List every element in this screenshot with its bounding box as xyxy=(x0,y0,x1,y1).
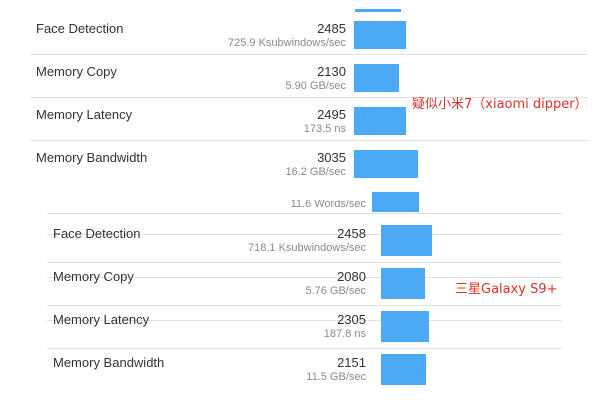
benchmark-score: 2151 xyxy=(337,355,366,370)
benchmark-rate: 16.2 GB/sec xyxy=(285,166,346,178)
device-label-top: 疑似小米7（xiaomi dipper） xyxy=(412,97,588,112)
bar-cell xyxy=(354,98,474,140)
benchmark-name: Memory Latency xyxy=(53,312,150,327)
row-divider xyxy=(47,305,562,306)
score-bar xyxy=(354,21,406,49)
benchmark-row: Memory Copy 2130 5.90 GB/sec xyxy=(30,55,588,98)
bar-cell xyxy=(354,55,474,97)
previous-row-bar-stub xyxy=(355,0,401,12)
bar-cell xyxy=(381,321,501,385)
cut-off-row: 11.6 Words/sec xyxy=(47,192,562,214)
benchmark-panel-top: Face Detection 2485 725.9 Ksubwindows/se… xyxy=(30,0,588,190)
benchmark-row: Memory Latency 2305 187.8 ns xyxy=(47,278,562,342)
benchmark-rate: 11.6 Words/sec xyxy=(290,200,366,210)
benchmark-row: Memory Bandwidth 3035 16.2 GB/sec xyxy=(30,141,588,183)
score-bar xyxy=(381,311,429,342)
row-divider xyxy=(47,348,562,349)
benchmark-row: Memory Latency 2495 173.5 ns xyxy=(30,98,588,141)
bar-cell xyxy=(354,141,474,183)
benchmark-name: Memory Bandwidth xyxy=(36,150,148,165)
score-bar xyxy=(372,192,419,212)
benchmark-rate: 725.9 Ksubwindows/sec xyxy=(227,37,346,49)
benchmark-row: Face Detection 2485 725.9 Ksubwindows/se… xyxy=(30,12,588,55)
benchmark-rate: 173.5 ns xyxy=(303,123,346,135)
benchmark-row: Memory Copy 2080 5.76 GB/sec xyxy=(47,235,562,299)
score-bar xyxy=(354,150,418,178)
benchmark-score: 2485 xyxy=(317,21,346,36)
benchmark-name: Face Detection xyxy=(53,226,141,241)
benchmark-name: Memory Copy xyxy=(36,64,117,79)
bar-cell xyxy=(381,235,501,299)
score-bar xyxy=(355,9,401,12)
score-bar xyxy=(354,107,406,135)
score-bar xyxy=(381,354,426,385)
benchmark-rate: 5.76 GB/sec xyxy=(305,285,366,297)
score-bar xyxy=(354,64,399,92)
benchmark-row: Memory Bandwidth 2151 11.5 GB/sec xyxy=(47,321,562,385)
benchmark-rate: 5.90 GB/sec xyxy=(285,80,346,92)
benchmark-score: 2130 xyxy=(317,64,346,79)
benchmark-score: 2495 xyxy=(317,107,346,122)
benchmark-rate: 187.8 ns xyxy=(323,328,366,340)
bar-cell xyxy=(381,278,501,342)
benchmark-score: 3035 xyxy=(317,150,346,165)
benchmark-panel-bottom: 11.6 Words/sec Face Detection 2458 718.1… xyxy=(47,192,562,409)
benchmark-rate: 11.5 GB/sec xyxy=(306,371,366,383)
benchmark-score: 2080 xyxy=(337,269,366,284)
device-label-bottom: 三星Galaxy S9+ xyxy=(455,282,558,297)
benchmark-row: Face Detection 2458 718.1 Ksubwindows/se… xyxy=(47,192,562,256)
benchmark-name: Memory Latency xyxy=(36,107,133,122)
score-bar xyxy=(381,268,425,299)
score-bar xyxy=(381,225,432,256)
bar-cell xyxy=(381,192,501,256)
benchmark-name: Memory Copy xyxy=(53,269,134,284)
row-divider xyxy=(47,262,562,263)
bar-cell xyxy=(354,12,474,54)
benchmark-score: 2458 xyxy=(337,226,366,241)
benchmark-rate: 718.1 Ksubwindows/sec xyxy=(247,242,366,254)
benchmark-name: Face Detection xyxy=(36,21,124,36)
benchmark-score: 2305 xyxy=(337,312,366,327)
benchmark-name: Memory Bandwidth xyxy=(53,355,165,370)
